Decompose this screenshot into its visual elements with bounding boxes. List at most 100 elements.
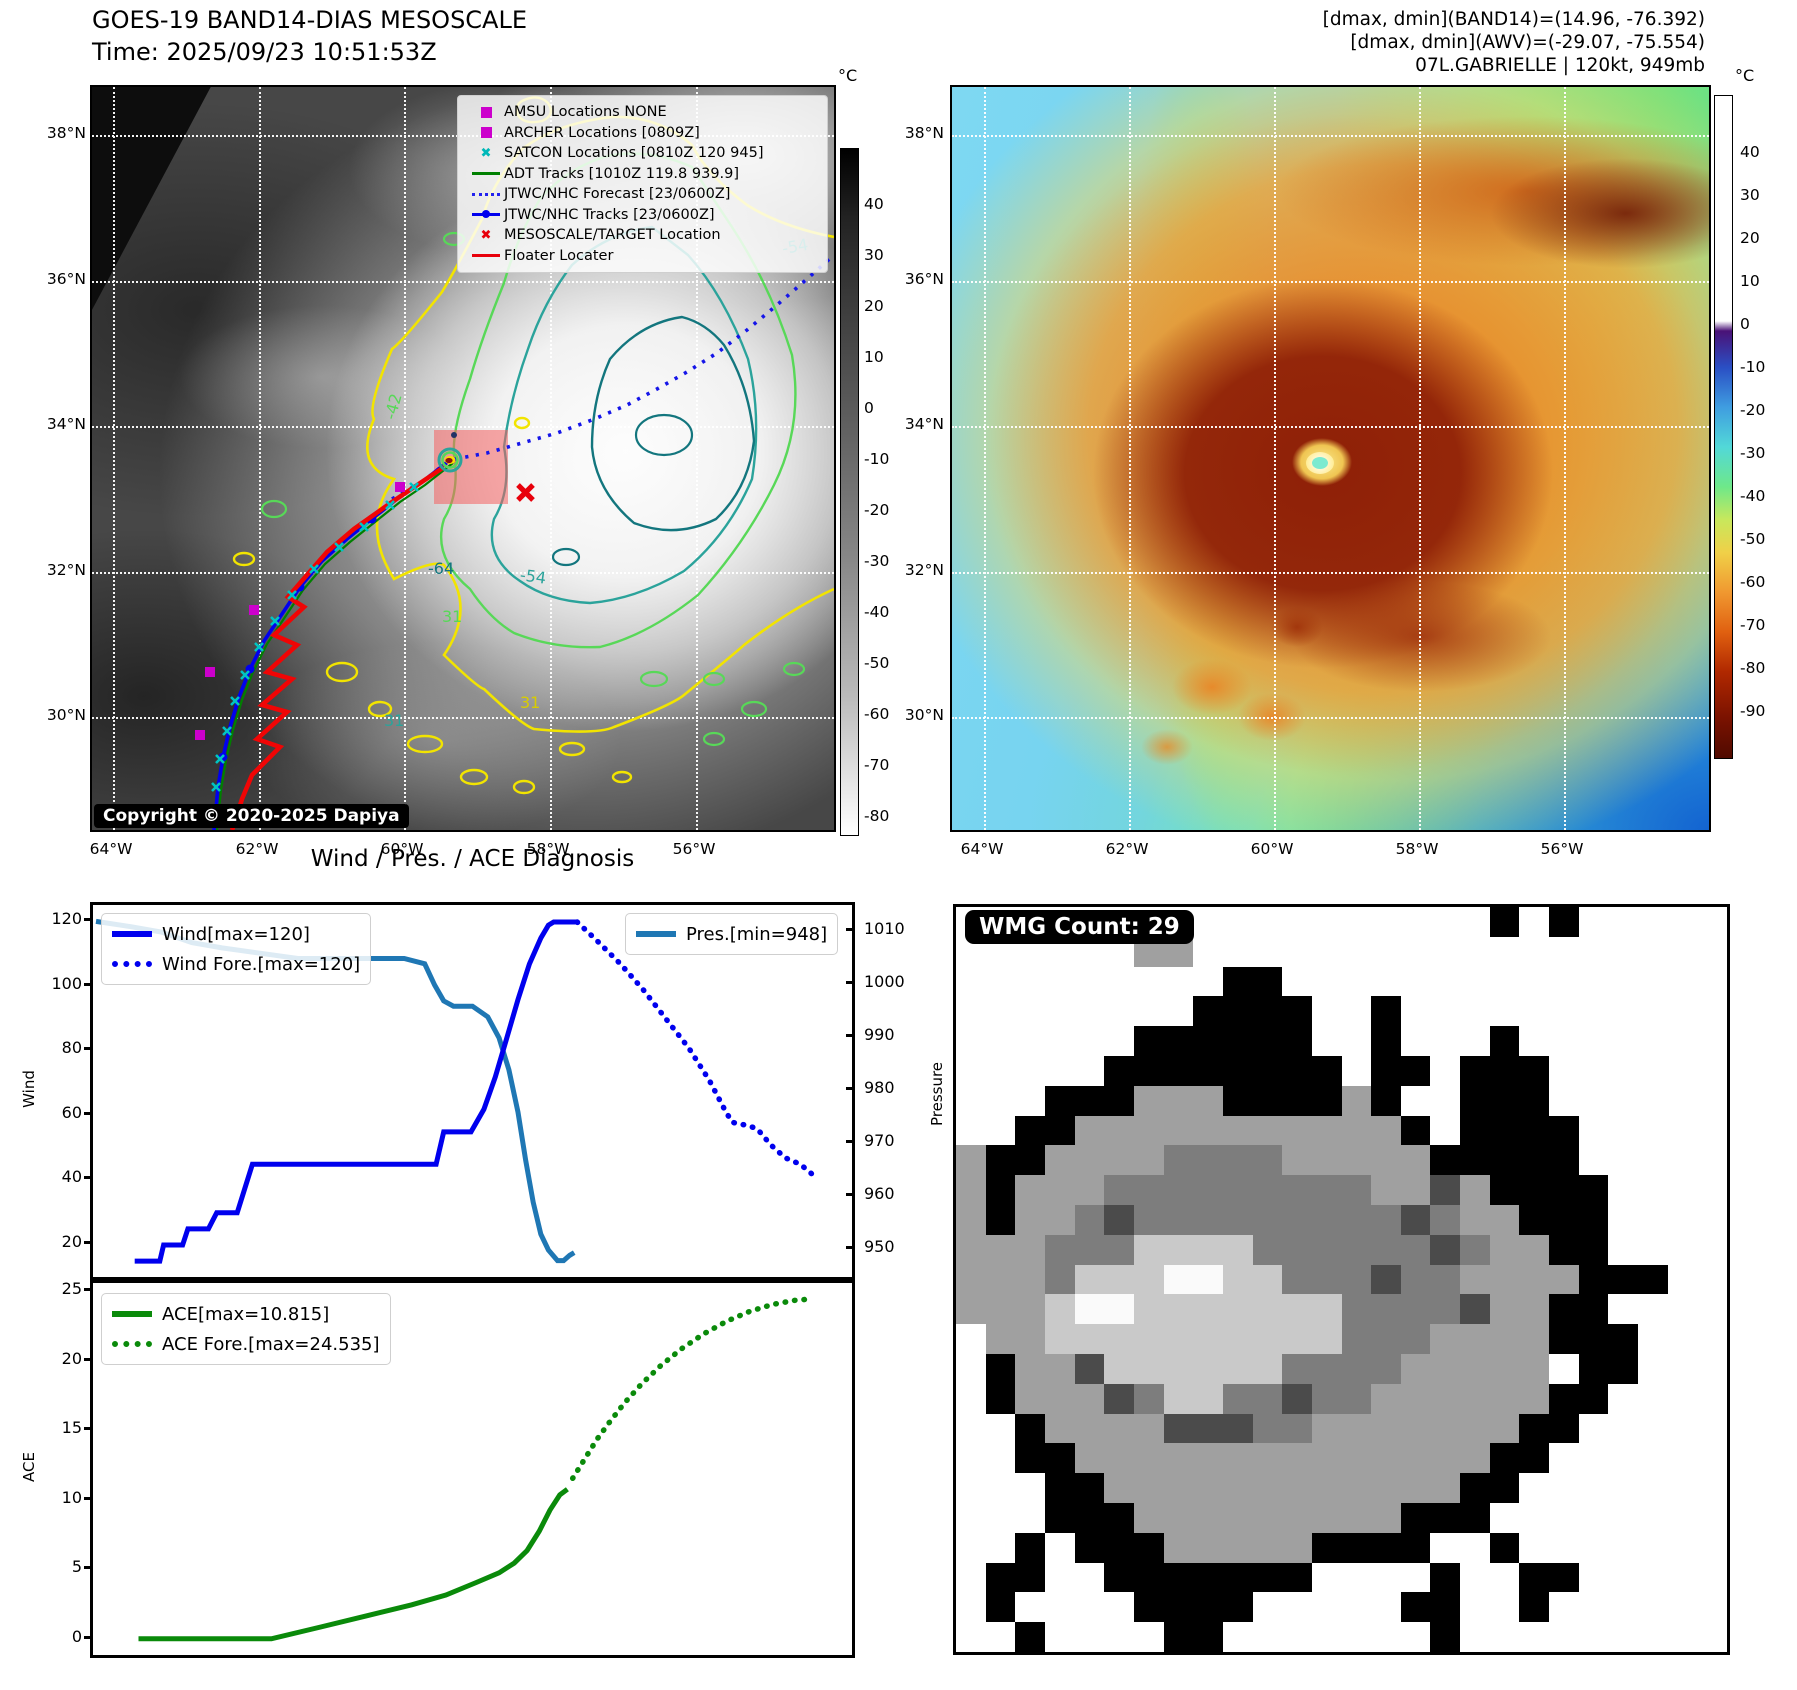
wmg-cell <box>1252 936 1283 967</box>
wmg-cell <box>1222 907 1253 937</box>
wmg-cell <box>1015 1532 1045 1563</box>
wind-tickmark <box>84 918 92 921</box>
awv-satellite-map[interactable] <box>950 85 1711 832</box>
wmg-cell <box>1015 996 1045 1027</box>
wmg-cell <box>1311 1234 1342 1265</box>
wind-fore-legend-label: Wind Fore.[max=120] <box>162 953 361 975</box>
wmg-cell <box>1163 1353 1194 1384</box>
wmg-cell <box>1015 1443 1045 1474</box>
wmg-cell <box>1074 1592 1105 1623</box>
wmg-cell <box>1252 1175 1283 1205</box>
right-colorbar-unit: °C <box>1735 66 1755 85</box>
gridline <box>696 87 698 830</box>
wmg-cell <box>1163 1502 1194 1533</box>
wmg-cell <box>1400 1026 1431 1056</box>
wmg-cell <box>1578 1204 1609 1235</box>
wmg-cell <box>1608 1502 1639 1533</box>
wmg-cell <box>1371 1026 1401 1056</box>
ace-chart[interactable]: ACE[max=10.815] ACE Fore.[max=24.535] <box>90 1280 855 1658</box>
wmg-cell <box>1667 907 1698 937</box>
legend-label: ARCHER Locations [0809Z] <box>504 124 700 141</box>
wmg-cell <box>1400 1294 1431 1325</box>
wmg-cell <box>1222 1204 1253 1235</box>
wmg-cell <box>1549 1473 1579 1503</box>
wmg-cell <box>1697 1115 1727 1146</box>
wmg-cell <box>1697 1234 1727 1265</box>
wmg-cell <box>1667 1324 1698 1354</box>
wmg-cell <box>1133 996 1164 1027</box>
wind-tickmark <box>84 1047 92 1051</box>
wind-pressure-chart[interactable]: Wind[max=120] Wind Fore.[max=120] Pres.[… <box>90 902 855 1280</box>
wmg-cell <box>1489 1622 1520 1652</box>
wmg-cell <box>985 1473 1016 1503</box>
wmg-cell <box>1133 1085 1164 1116</box>
wmg-cell <box>1015 1562 1045 1593</box>
left-colorbar-tick: -10 <box>864 450 890 468</box>
x-legend-icon: ✖ <box>480 227 492 243</box>
wmg-cell <box>1074 1294 1105 1325</box>
wmg-cell <box>1044 1026 1075 1056</box>
wmg-cell <box>956 1324 986 1354</box>
wmg-cell <box>1697 936 1727 967</box>
wmg-cell <box>1104 1443 1134 1474</box>
wmg-panel[interactable]: WMG Count: 29 <box>953 904 1730 1655</box>
wmg-cell <box>1430 1532 1461 1563</box>
wmg-cell <box>1044 1055 1075 1086</box>
wmg-cell <box>1044 1085 1075 1116</box>
wmg-cell <box>1697 1204 1727 1235</box>
wmg-cell <box>1371 1294 1401 1325</box>
wmg-cell <box>1163 1532 1194 1563</box>
left-map-lon-label: 56°W <box>672 840 716 858</box>
wmg-cell <box>1489 1175 1520 1205</box>
wmg-cell <box>1044 1443 1075 1474</box>
wmg-cell <box>1519 1383 1550 1414</box>
wmg-cell <box>1697 966 1727 997</box>
wmg-cell <box>1282 1145 1312 1176</box>
left-map-lon-label: 60°W <box>380 840 424 858</box>
wmg-cell <box>985 1294 1016 1325</box>
wmg-cell <box>1667 966 1698 997</box>
wind-tick-label: 60 <box>61 1102 82 1122</box>
wmg-cell <box>1193 1085 1223 1116</box>
wmg-cell <box>1519 1175 1550 1205</box>
wmg-cell <box>1430 966 1461 997</box>
legend-row: JTWC/NHC Tracks [23/0600Z] <box>468 205 819 226</box>
wmg-cell <box>1638 1055 1668 1086</box>
wmg-cell <box>1163 1145 1194 1176</box>
gridline <box>92 572 834 574</box>
wmg-cell <box>1371 1055 1401 1086</box>
wmg-cell <box>1489 1264 1520 1295</box>
ace-legend: ACE[max=10.815] ACE Fore.[max=24.535] <box>101 1293 391 1365</box>
wmg-cell <box>1489 1085 1520 1116</box>
wmg-cell <box>1489 1443 1520 1474</box>
wmg-cell <box>1697 1085 1727 1116</box>
wmg-cell <box>1371 1204 1401 1235</box>
wmg-cell <box>1074 1324 1105 1354</box>
ace-tick-label: 10 <box>61 1487 82 1507</box>
wmg-cell <box>1371 966 1401 997</box>
line-legend-icon <box>468 254 504 258</box>
wmg-cell <box>1667 1473 1698 1503</box>
wmg-cell <box>1460 1443 1490 1474</box>
wmg-cell <box>1549 1145 1579 1176</box>
wmg-cell <box>956 1145 986 1176</box>
wmg-cell <box>1371 1175 1401 1205</box>
gridline <box>952 572 1709 574</box>
wmg-cell <box>1430 1175 1461 1205</box>
legend-label: JTWC/NHC Tracks [23/0600Z] <box>504 206 715 223</box>
wmg-cell <box>1489 1592 1520 1623</box>
wmg-cell <box>1222 1115 1253 1146</box>
wmg-cell <box>1015 1502 1045 1533</box>
wmg-cell <box>956 1353 986 1384</box>
ace-tickmark <box>84 1566 92 1569</box>
wmg-cell <box>1519 907 1550 937</box>
wmg-cell <box>1341 1353 1372 1384</box>
wmg-cell <box>1163 1562 1194 1593</box>
wmg-cell <box>1638 1383 1668 1414</box>
pres-tickmark <box>846 1246 854 1249</box>
wmg-cell <box>1044 966 1075 997</box>
wmg-cell <box>1341 966 1372 997</box>
wmg-cell <box>956 1204 986 1235</box>
wmg-cell <box>1252 1085 1283 1116</box>
